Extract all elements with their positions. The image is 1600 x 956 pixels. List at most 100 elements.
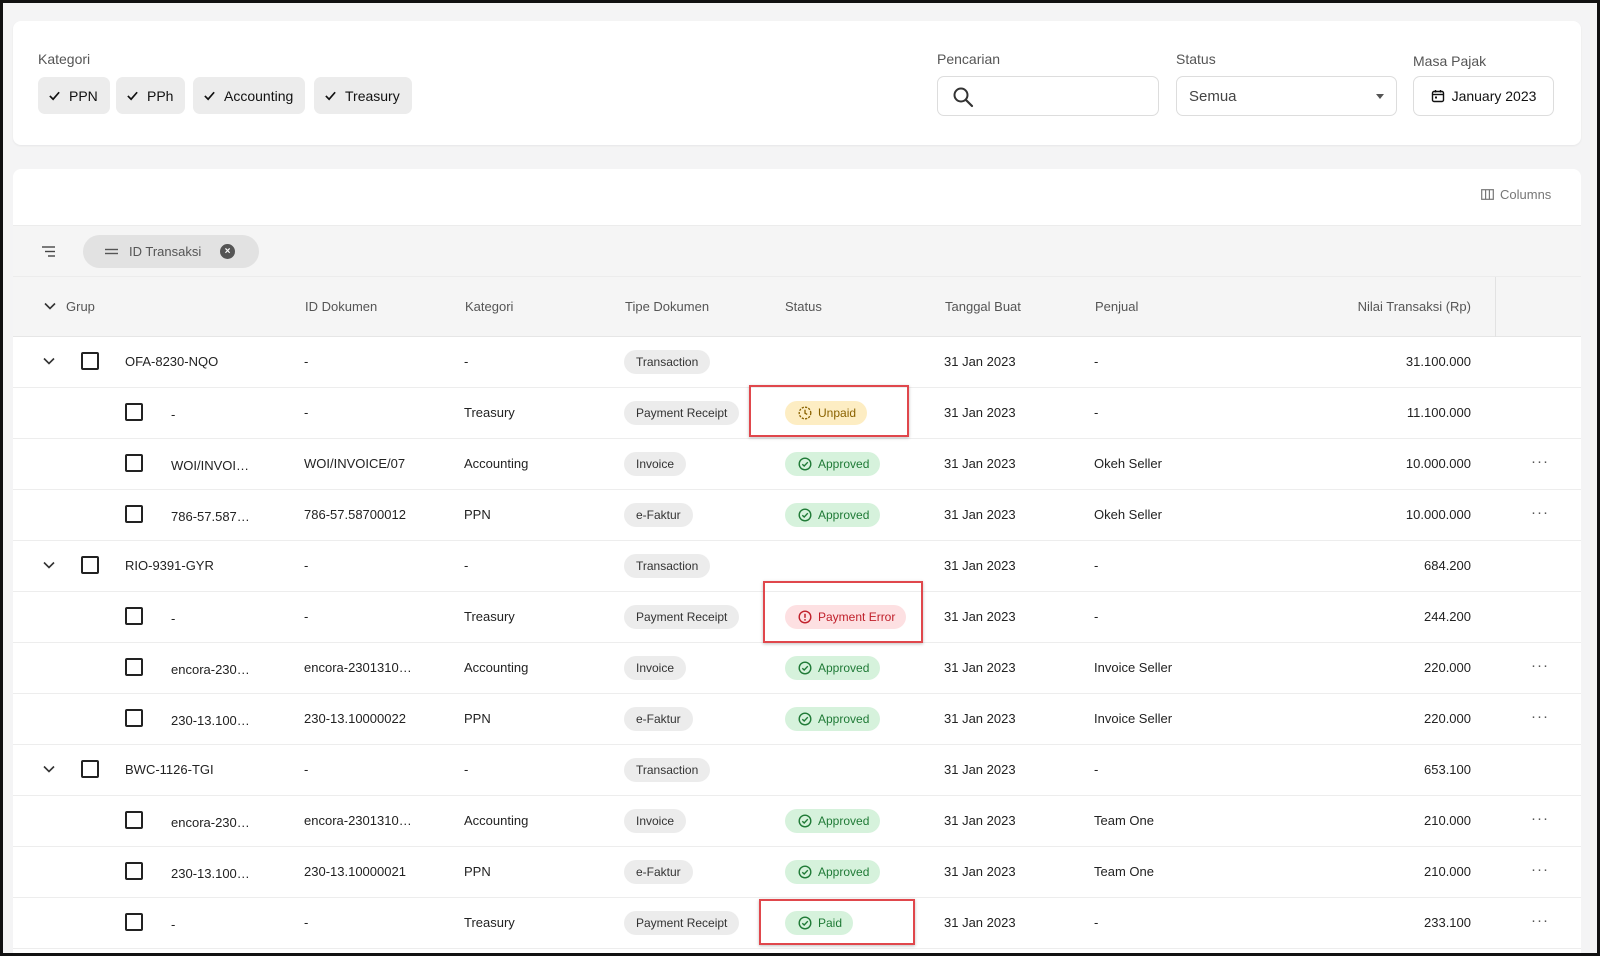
kategori-cell: PPN [464, 711, 491, 726]
status-select[interactable]: Semua [1176, 76, 1397, 116]
header-id-dokumen[interactable]: ID Dokumen [305, 299, 378, 314]
tanggal-buat-cell: 31 Jan 2023 [944, 864, 1016, 879]
status-badge: Approved [785, 656, 881, 680]
row-checkbox[interactable] [125, 658, 143, 676]
close-circle-icon[interactable]: × [220, 244, 235, 259]
masa-pajak-picker[interactable]: January 2023 [1413, 76, 1554, 116]
tipe-dokumen-pill: Payment Receipt [624, 911, 740, 935]
check-icon [127, 91, 138, 101]
chevron-down-icon[interactable] [44, 302, 56, 310]
nilai-transaksi-cell: 244.200 [1424, 609, 1471, 624]
chip-treasury[interactable]: Treasury [314, 77, 412, 114]
penjual-cell: - [1094, 354, 1099, 369]
kategori-cell: Treasury [464, 915, 515, 930]
item-name: encora-230… [171, 815, 250, 830]
table-row[interactable]: encora-230… encora-2301310… Accounting Invo… [13, 643, 1581, 694]
nilai-transaksi-cell: 684.200 [1424, 558, 1471, 573]
more-horizontal-icon[interactable]: ··· [1531, 504, 1549, 521]
columns-button[interactable]: Columns [1481, 187, 1551, 202]
alert-circle-icon [798, 610, 812, 624]
row-checkbox[interactable] [125, 811, 143, 829]
group-id: OFA-8230-NQO [125, 354, 219, 369]
tipe-dokumen-pill: e-Faktur [624, 860, 693, 884]
chip-accounting[interactable]: Accounting [193, 77, 306, 114]
search-input[interactable] [982, 83, 1152, 109]
tipe-dokumen-pill: Invoice [624, 656, 687, 680]
row-checkbox[interactable] [125, 454, 143, 472]
status-badge: Payment Error [785, 605, 907, 629]
more-horizontal-icon[interactable]: ··· [1531, 453, 1549, 470]
header-tipe-dokumen[interactable]: Tipe Dokumen [625, 299, 710, 314]
columns-icon [1481, 189, 1494, 200]
penjual-cell: - [1094, 762, 1099, 777]
more-horizontal-icon[interactable]: ··· [1531, 912, 1549, 929]
group-row[interactable]: BWC-1126-TGI - - Transaction 31 Jan 2023 - 653… [13, 745, 1581, 796]
status-badge-label: Approved [818, 457, 870, 471]
row-checkbox[interactable] [125, 709, 143, 727]
table-row[interactable]: - - Treasury Payment Receipt Paid 31 Jan 2023… [13, 898, 1581, 949]
header-tanggal-buat[interactable]: Tanggal Buat [945, 299, 1021, 314]
row-checkbox[interactable] [125, 607, 143, 625]
chevron-down-icon[interactable] [43, 765, 55, 773]
group-by-pill[interactable]: ID Transaksi × [83, 235, 259, 268]
id-dokumen-cell: encora-2301310… [304, 813, 412, 828]
chip-label: PPN [69, 87, 98, 104]
item-name: WOI/INVOI… [171, 458, 249, 473]
chevron-down-icon[interactable] [43, 561, 55, 569]
transactions-table-card: Columns ID Transaksi × Grup ID D [13, 169, 1581, 953]
row-checkbox[interactable] [125, 505, 143, 523]
kategori-cell: - [464, 762, 469, 777]
chip-pph[interactable]: PPh [116, 77, 186, 114]
tanggal-buat-cell: 31 Jan 2023 [944, 711, 1016, 726]
tanggal-buat-cell: 31 Jan 2023 [944, 354, 1016, 369]
id-dokumen-cell: - [304, 609, 309, 624]
header-kategori[interactable]: Kategori [465, 299, 514, 314]
row-checkbox[interactable] [125, 913, 143, 931]
table-row[interactable]: 786-57.587… 786-57.58700012 PPN e-Faktur App… [13, 490, 1581, 541]
penjual-cell: Okeh Seller [1094, 507, 1162, 522]
header-penjual[interactable]: Penjual [1095, 299, 1139, 314]
nilai-transaksi-cell: 11.100.000 [1406, 405, 1471, 420]
header-status[interactable]: Status [785, 299, 822, 314]
check-icon [204, 91, 215, 101]
tipe-dokumen-pill: Invoice [624, 809, 687, 833]
row-checkbox[interactable] [81, 556, 99, 574]
list-tree-icon[interactable] [41, 245, 56, 258]
more-horizontal-icon[interactable]: ··· [1531, 708, 1549, 725]
item-name: 230-13.100… [171, 713, 250, 728]
kategori-cell: - [464, 354, 469, 369]
table-row[interactable]: 230-13.100… 230-13.10000022 PPN e-Faktur App… [13, 694, 1581, 745]
id-dokumen-cell: 786-57.58700012 [304, 507, 406, 522]
calendar-icon [1431, 90, 1444, 103]
tanggal-buat-cell: 31 Jan 2023 [944, 915, 1016, 930]
table-row[interactable]: 230-13.100… 230-13.10000021 PPN e-Faktur App… [13, 847, 1581, 898]
item-name: 786-57.587… [171, 509, 250, 524]
more-horizontal-icon[interactable]: ··· [1531, 861, 1549, 878]
id-dokumen-cell: - [304, 354, 309, 369]
status-badge: Approved [785, 809, 881, 833]
row-checkbox[interactable] [125, 403, 143, 421]
more-horizontal-icon[interactable]: ··· [1531, 810, 1549, 827]
table-row[interactable]: - - Treasury Payment Receipt Payment Error 31… [13, 592, 1581, 643]
group-row[interactable]: OFA-8230-NQO - - Transaction 31 Jan 2023 - 31.… [13, 337, 1581, 388]
header-nilai-transaksi[interactable]: Nilai Transaksi (Rp) [1357, 299, 1471, 314]
more-horizontal-icon[interactable]: ··· [1531, 657, 1549, 674]
row-checkbox[interactable] [81, 760, 99, 778]
nilai-transaksi-cell: 210.000 [1424, 813, 1471, 828]
chip-ppn[interactable]: PPN [38, 77, 110, 114]
table-row[interactable]: - - Treasury Payment Receipt Unpaid 31 Jan 20… [13, 388, 1581, 439]
chevron-down-icon[interactable] [43, 357, 55, 365]
kategori-cell: Accounting [464, 660, 529, 675]
tipe-dokumen-pill: Payment Receipt [624, 401, 740, 425]
tanggal-buat-cell: 31 Jan 2023 [944, 507, 1016, 522]
caret-down-icon [1376, 93, 1384, 99]
kategori-cell: - [464, 558, 469, 573]
row-checkbox[interactable] [125, 862, 143, 880]
row-checkbox[interactable] [81, 352, 99, 370]
table-row[interactable]: WOI/INVOI… WOI/INVOICE/07 Accounting Invoic… [13, 439, 1581, 490]
kategori-cell: Accounting [464, 813, 529, 828]
table-row[interactable]: encora-230… encora-2301310… Accounting Invo… [13, 796, 1581, 847]
header-grup[interactable]: Grup [66, 299, 95, 314]
group-row[interactable]: RIO-9391-GYR - - Transaction 31 Jan 2023 - 684… [13, 541, 1581, 592]
chip-label: Accounting [224, 87, 294, 104]
